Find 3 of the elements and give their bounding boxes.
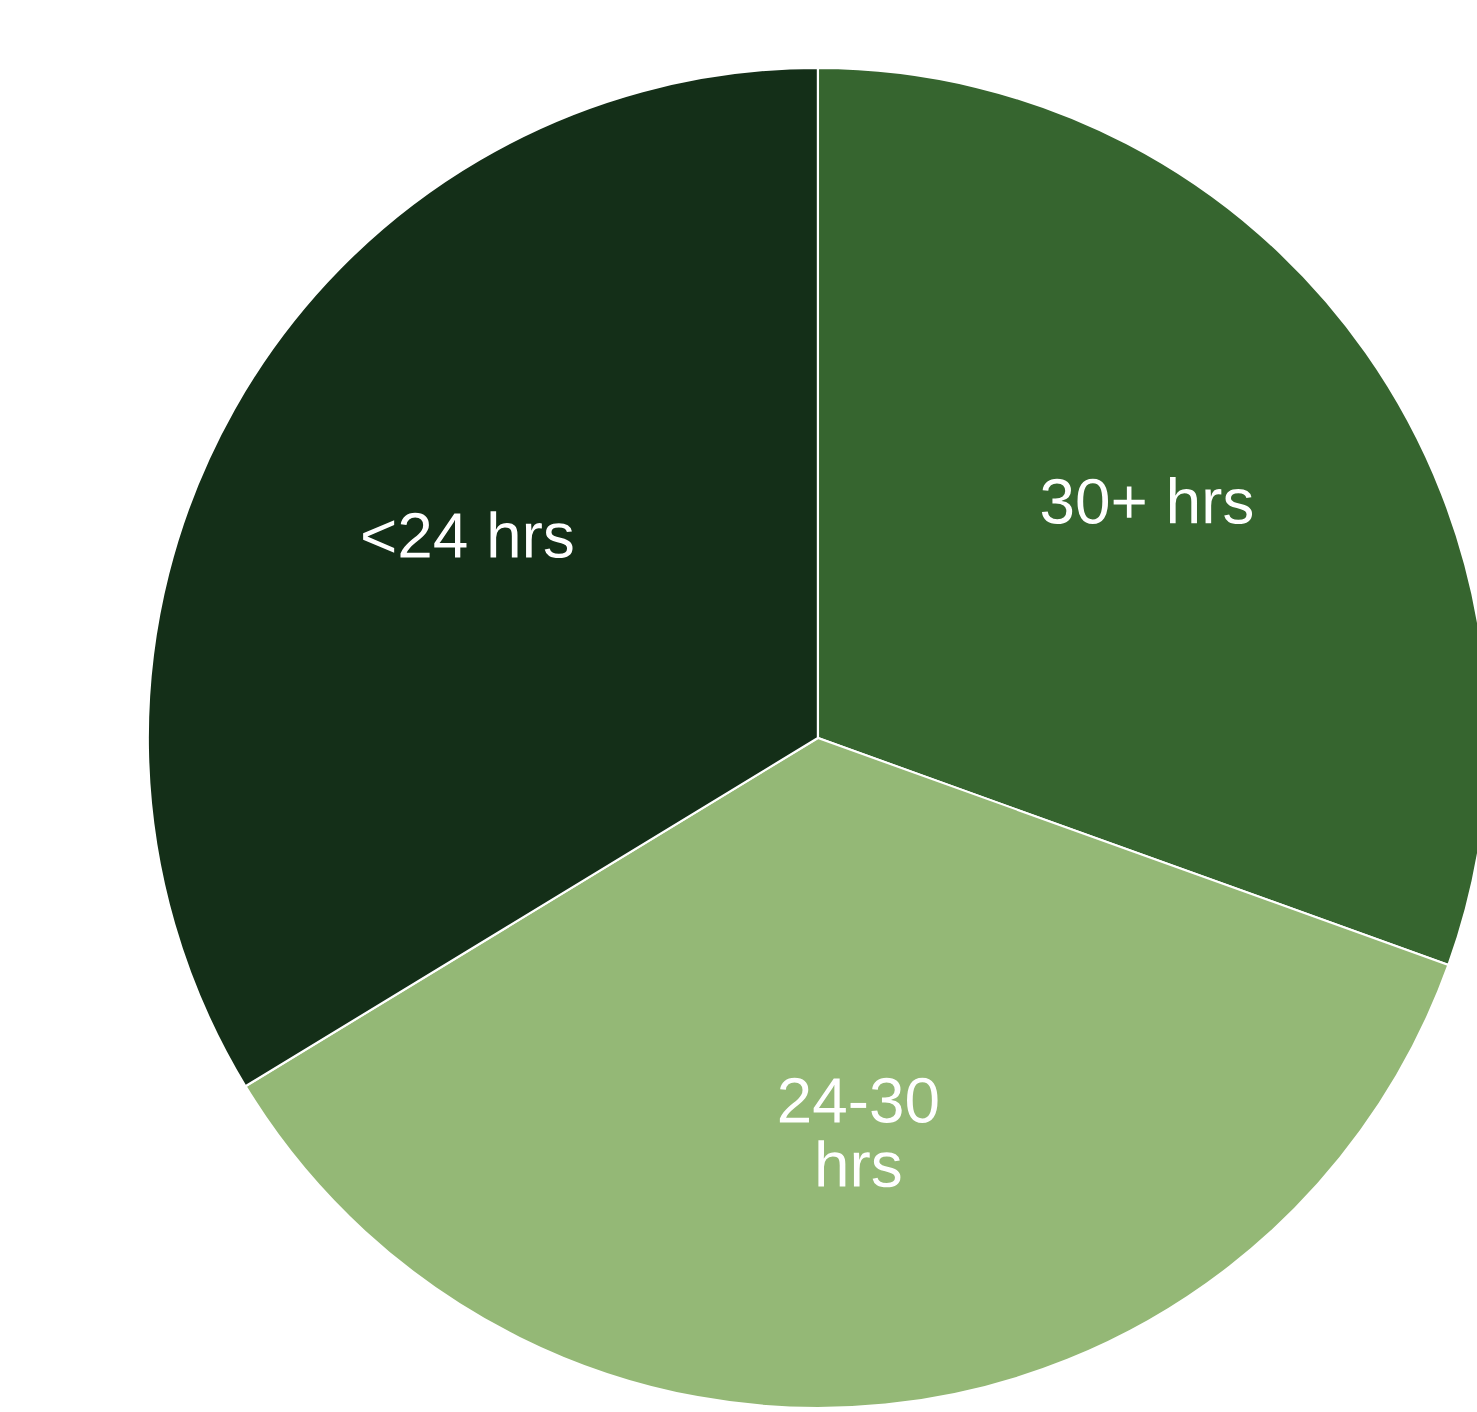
slice-label: 30+ hrs [1041, 477, 1253, 524]
slice-label: <24 hrs [363, 511, 573, 559]
slice-label: 24-30 hrs [779, 1077, 938, 1188]
